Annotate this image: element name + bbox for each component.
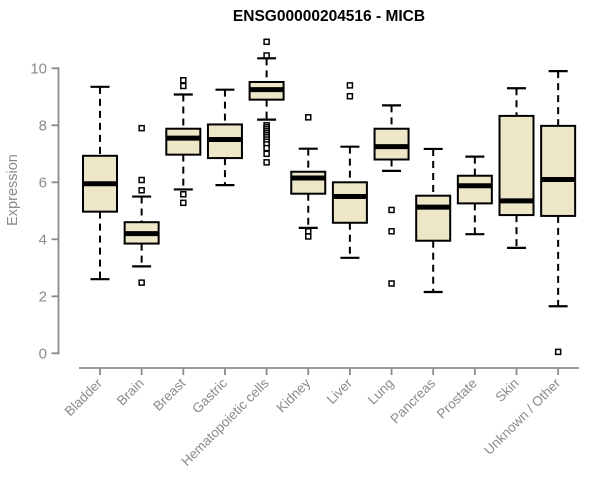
box-group xyxy=(331,82,368,259)
outlier-point xyxy=(305,233,312,240)
iqr-box xyxy=(331,181,368,224)
x-category-label: Unknown / Other xyxy=(481,375,564,458)
y-tick-label: 6 xyxy=(39,174,47,191)
outlier-point xyxy=(388,206,395,214)
iqr-box xyxy=(415,194,452,242)
y-axis: 0 2 4 6 8 10 xyxy=(30,60,60,362)
outlier-point xyxy=(305,114,312,121)
outlier-point xyxy=(138,124,145,132)
x-category-label: Prostate xyxy=(434,376,480,422)
x-category-label: Lung xyxy=(365,376,397,408)
outlier-point xyxy=(180,82,187,90)
outlier-point xyxy=(180,77,187,84)
box-group xyxy=(456,155,493,236)
box-group xyxy=(82,85,118,281)
outlier-point xyxy=(180,191,187,198)
box-group xyxy=(165,77,202,207)
chart-title: ENSG00000204516 - MICB xyxy=(233,8,425,25)
y-tick-label: 0 xyxy=(39,345,47,362)
iqr-box xyxy=(290,170,327,195)
iqr-box xyxy=(373,127,410,161)
y-tick-label: 10 xyxy=(30,60,47,77)
outlier-point xyxy=(263,159,270,166)
y-tick-label: 2 xyxy=(39,288,47,305)
plot-area: 0 2 4 6 8 10 Bladder Brain Breast GastricHematopo… xyxy=(30,38,579,469)
outlier-point xyxy=(263,38,270,46)
outlier-point xyxy=(554,348,562,356)
outlier-point xyxy=(138,279,145,286)
y-axis-label: Expression xyxy=(5,154,21,226)
box-group xyxy=(373,104,410,287)
x-category-label: Brain xyxy=(114,376,147,409)
outlier-point xyxy=(138,187,145,194)
x-category-label: Breast xyxy=(150,375,188,413)
outlier-point xyxy=(346,82,354,89)
box-group xyxy=(498,87,535,249)
outlier-point xyxy=(138,176,145,184)
x-category-label: Gastric xyxy=(189,375,230,416)
y-tick-label: 4 xyxy=(39,231,47,248)
outlier-point xyxy=(305,228,312,235)
y-tick-label: 8 xyxy=(39,117,47,134)
outlier-point xyxy=(388,280,395,287)
x-category-label: Kidney xyxy=(274,375,314,415)
outlier-point xyxy=(346,92,354,100)
box-group xyxy=(540,70,577,356)
x-category-label: Bladder xyxy=(62,375,106,419)
iqr-box xyxy=(540,124,577,217)
box-group xyxy=(290,114,327,240)
box-group xyxy=(248,38,285,166)
outlier-point xyxy=(263,144,270,152)
iqr-box xyxy=(456,174,493,205)
x-category-label: Pancreas xyxy=(387,375,438,426)
outlier-point xyxy=(388,228,395,235)
outlier-point xyxy=(263,52,270,59)
box-group xyxy=(123,124,160,286)
x-category-label: Liver xyxy=(324,375,356,407)
outlier-point xyxy=(263,150,270,158)
x-category-label: Skin xyxy=(492,376,521,405)
box-group xyxy=(415,147,452,294)
outlier-point xyxy=(180,199,187,207)
box-group xyxy=(206,88,243,187)
iqr-box xyxy=(165,127,202,156)
